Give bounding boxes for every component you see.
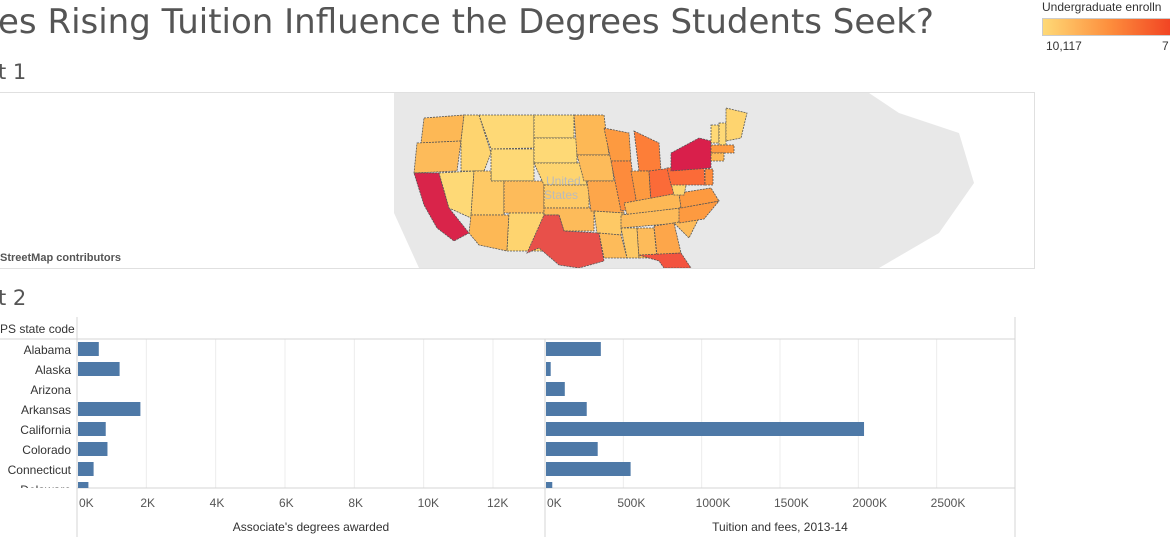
bar-associates-degrees[interactable]	[78, 402, 141, 416]
country-label-line1: United	[546, 174, 581, 188]
bar-tuition-fees[interactable]	[546, 422, 865, 436]
x-tick-label: 500K	[617, 496, 645, 510]
bar-tuition-fees[interactable]	[546, 362, 551, 376]
state-arizona[interactable]	[468, 214, 510, 252]
state-arkansas[interactable]	[593, 210, 625, 236]
bar-tuition-fees[interactable]	[546, 402, 587, 416]
x-axis-title: Tuition and fees, 2013-14	[712, 520, 848, 534]
state-minnesota[interactable]	[573, 114, 610, 156]
map-attribution[interactable]: StreetMap contributors	[0, 252, 122, 264]
state-colorado[interactable]	[503, 180, 545, 214]
legend-max-label: 7	[1162, 39, 1169, 53]
bar-rows: Alabama Alaska Arizona Arkansas California Co…	[8, 342, 865, 497]
color-legend[interactable]: Undergraduate enrolln 10,117 7	[1042, 0, 1170, 53]
category-label: California	[20, 423, 71, 437]
legend-gradient	[1042, 18, 1170, 36]
bar-chart-svg: 0K 2K 4K 6K 8K 10K 12K Associate's degrees awar…	[0, 317, 1016, 537]
page-title: es Rising Tuition Influence the Degrees …	[0, 2, 934, 42]
x-tick-label: 1500K	[774, 496, 809, 510]
bar-associates-degrees[interactable]	[78, 482, 89, 496]
state-massachusetts[interactable]	[710, 144, 735, 154]
x-tick-label: 2000K	[852, 496, 887, 510]
bar-associates-degrees[interactable]	[78, 442, 108, 456]
x-tick-label: 4K	[210, 496, 225, 510]
x-tick-label: 8K	[348, 496, 363, 510]
bar-tuition-fees[interactable]	[546, 462, 631, 476]
state-new-hampshire[interactable]	[718, 122, 727, 146]
legend-min-label: 10,117	[1046, 39, 1082, 53]
state-new-jersey[interactable]	[704, 168, 714, 186]
state-florida[interactable]	[638, 252, 692, 268]
bar-tuition-fees[interactable]	[546, 382, 565, 396]
bar-associates-degrees[interactable]	[78, 342, 99, 356]
us-map-svg: United States	[0, 93, 1034, 268]
x-tick-label: 2500K	[931, 496, 966, 510]
state-alabama[interactable]	[636, 227, 658, 259]
state-texas[interactable]	[526, 214, 605, 268]
category-label: Delaware	[20, 483, 71, 497]
sheet-2-title: t 2	[0, 286, 27, 310]
x-tick-label: 10K	[418, 496, 439, 510]
state-vermont[interactable]	[710, 124, 720, 144]
state-maine[interactable]	[725, 107, 748, 142]
x-tick-label: 12K	[487, 496, 508, 510]
category-label: Alabama	[24, 343, 72, 357]
bar-associates-degrees[interactable]	[78, 422, 106, 436]
state-south-dakota[interactable]	[533, 137, 578, 164]
state-oregon[interactable]	[413, 140, 462, 174]
category-label: Connecticut	[8, 463, 72, 477]
bar-associates-degrees[interactable]	[78, 362, 120, 376]
legend-title: Undergraduate enrolln	[1042, 0, 1162, 14]
x-tick-label: 6K	[279, 496, 294, 510]
x-tick-label: 0K	[547, 496, 562, 510]
category-label: Arkansas	[21, 403, 71, 417]
row-header-label: PS state code	[0, 322, 75, 336]
x-tick-label: 1000K	[696, 496, 731, 510]
bar-tuition-fees[interactable]	[546, 442, 598, 456]
state-washington[interactable]	[420, 114, 465, 144]
x-tick-label: 2K	[140, 496, 155, 510]
state-iowa[interactable]	[576, 154, 615, 182]
state-connecticut[interactable]	[710, 152, 725, 162]
state-wisconsin[interactable]	[603, 127, 632, 162]
sheet-1-title: t 1	[0, 60, 27, 84]
state-north-dakota[interactable]	[533, 114, 575, 139]
category-label: Alaska	[35, 363, 71, 377]
bar-associates-degrees[interactable]	[78, 462, 94, 476]
choropleth-map[interactable]: United States	[0, 92, 1035, 269]
state-virginia[interactable]	[678, 187, 720, 209]
bar-tuition-fees[interactable]	[546, 342, 601, 356]
x-axis-title: Associate's degrees awarded	[233, 520, 389, 534]
category-label: Arizona	[30, 383, 71, 397]
bar-tuition-fees[interactable]	[546, 482, 553, 496]
country-label-line2: States	[544, 188, 578, 202]
x-tick-label: 0K	[79, 496, 94, 510]
state-wyoming[interactable]	[490, 148, 535, 182]
category-label: Colorado	[22, 443, 71, 457]
